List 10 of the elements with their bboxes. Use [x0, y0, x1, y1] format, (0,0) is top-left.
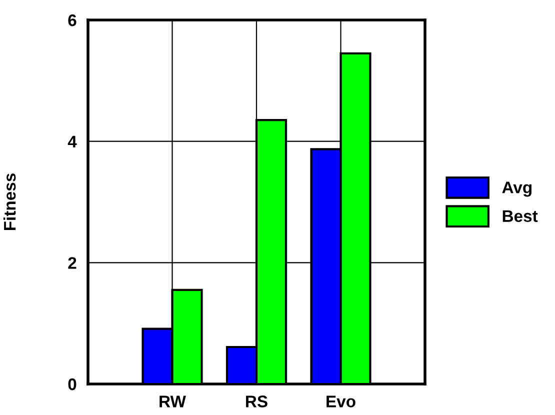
y-tick-label: 0 — [68, 378, 76, 390]
legend-label: Best — [502, 210, 538, 222]
x-tick-label: RW — [160, 396, 186, 408]
x-tick-label: RS — [246, 396, 268, 408]
y-axis-title: Fitness — [3, 174, 16, 230]
x-tick-label: Evo — [326, 396, 356, 408]
y-tick-label: 6 — [68, 14, 76, 26]
legend-label: Avg — [502, 182, 532, 197]
y-tick-label: 2 — [68, 257, 76, 269]
y-tick-label: 4 — [68, 136, 77, 148]
